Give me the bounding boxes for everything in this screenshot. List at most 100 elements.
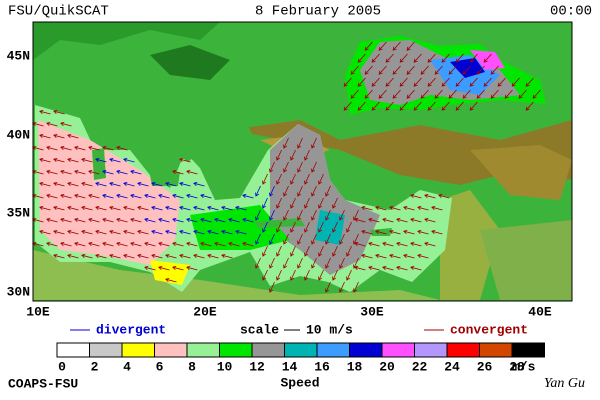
wind-vector (116, 146, 128, 151)
wind-vector-head (304, 252, 309, 257)
wind-vector-head (235, 205, 240, 210)
wind-vector-head (290, 180, 295, 185)
wind-vector (392, 65, 401, 75)
wind-vector (39, 230, 51, 235)
wind-vector-head (144, 265, 149, 270)
wind-vector-head (406, 94, 411, 99)
wind-vector-head (399, 82, 404, 87)
wind-vector (221, 230, 233, 235)
wind-vector (88, 218, 100, 223)
wind-vector-head (410, 193, 415, 198)
wind-vector (255, 209, 261, 221)
colorbar-label: 16 (314, 359, 330, 374)
wind-vector (297, 137, 303, 149)
wind-vector (339, 257, 345, 269)
wind-vector-head (242, 193, 247, 198)
wind-vector-head (276, 228, 281, 233)
wind-vector (179, 230, 191, 235)
wind-vector-head (346, 252, 351, 257)
wind-vector-head (137, 205, 142, 210)
wind-vector-head (130, 169, 135, 174)
wind-vector-head (378, 46, 383, 51)
wind-vector-head (276, 252, 281, 257)
wind-vector (88, 146, 100, 151)
wind-vector (469, 77, 478, 87)
wind-vector (165, 206, 177, 211)
wind-vector (357, 101, 366, 111)
wind-vector (186, 194, 198, 199)
wind-vector (88, 194, 100, 199)
wind-vector-head (389, 229, 394, 234)
speed-zone (38, 120, 180, 265)
wind-vector-head (214, 241, 219, 246)
wind-vector-head (67, 181, 72, 186)
wind-vector-head (427, 82, 432, 87)
wind-vector-head (88, 217, 93, 222)
wind-vector-head (123, 181, 128, 186)
wind-vector-head (116, 169, 121, 174)
wind-vector-head (46, 121, 51, 126)
wind-vector-head (290, 228, 295, 233)
wind-vector (95, 254, 107, 259)
colorbar-swatch (511, 342, 545, 358)
wind-vector-head (290, 156, 295, 161)
wind-vector-head (469, 58, 474, 63)
wind-vector-head (46, 193, 51, 198)
wind-vector-head (396, 265, 401, 270)
wind-vector (95, 182, 107, 187)
wind-vector-head (179, 253, 184, 258)
wind-vector (368, 242, 380, 247)
wind-vector (144, 266, 156, 271)
wind-vector (431, 230, 443, 235)
colorbar-swatch (56, 342, 90, 358)
wind-vector-head (361, 229, 366, 234)
scale-value: 10 m/s (306, 322, 353, 337)
wind-vector (32, 170, 44, 175)
wind-vector-head (410, 217, 415, 222)
wind-vector (137, 230, 149, 235)
wind-vector (290, 269, 296, 281)
wind-vector (186, 266, 198, 271)
wind-vector (123, 182, 135, 187)
wind-vector (364, 89, 373, 99)
wind-vector (462, 65, 471, 75)
wind-vector (427, 53, 436, 63)
wind-vector-head (165, 229, 170, 234)
wind-vector-head (525, 82, 530, 87)
wind-vector (228, 218, 240, 223)
wind-vector (74, 146, 86, 151)
wind-vector (193, 254, 205, 259)
wind-vector-head (255, 216, 260, 221)
wind-vector-head (469, 82, 474, 87)
wind-vector-head (81, 253, 86, 258)
wind-vector (431, 206, 443, 211)
wind-vector-head (193, 229, 198, 234)
wind-vector-head (304, 204, 309, 209)
wind-vector (399, 101, 408, 111)
wind-vector-head (214, 217, 219, 222)
wind-vector-head (95, 253, 100, 258)
wind-vector (413, 53, 422, 63)
wind-vector (354, 242, 366, 247)
wind-vector-head (186, 193, 191, 198)
wind-vector-head (378, 70, 383, 75)
wind-vector (172, 266, 184, 271)
wind-vector-head (392, 46, 397, 51)
wind-vector (39, 182, 51, 187)
wind-vector-head (403, 253, 408, 258)
wind-vector-head (67, 253, 72, 258)
wind-vector (403, 230, 415, 235)
wind-vector (518, 89, 527, 99)
wind-vector (74, 194, 86, 199)
wind-vector-head (269, 288, 274, 293)
wind-vector (95, 230, 107, 235)
wind-vector (81, 182, 93, 187)
wind-vector-head (102, 169, 107, 174)
wind-vector (53, 230, 65, 235)
wind-vector (193, 206, 205, 211)
wind-vector-head (186, 217, 191, 222)
wind-vector (186, 218, 198, 223)
wind-vector (165, 254, 177, 259)
wind-vector-head (318, 228, 323, 233)
